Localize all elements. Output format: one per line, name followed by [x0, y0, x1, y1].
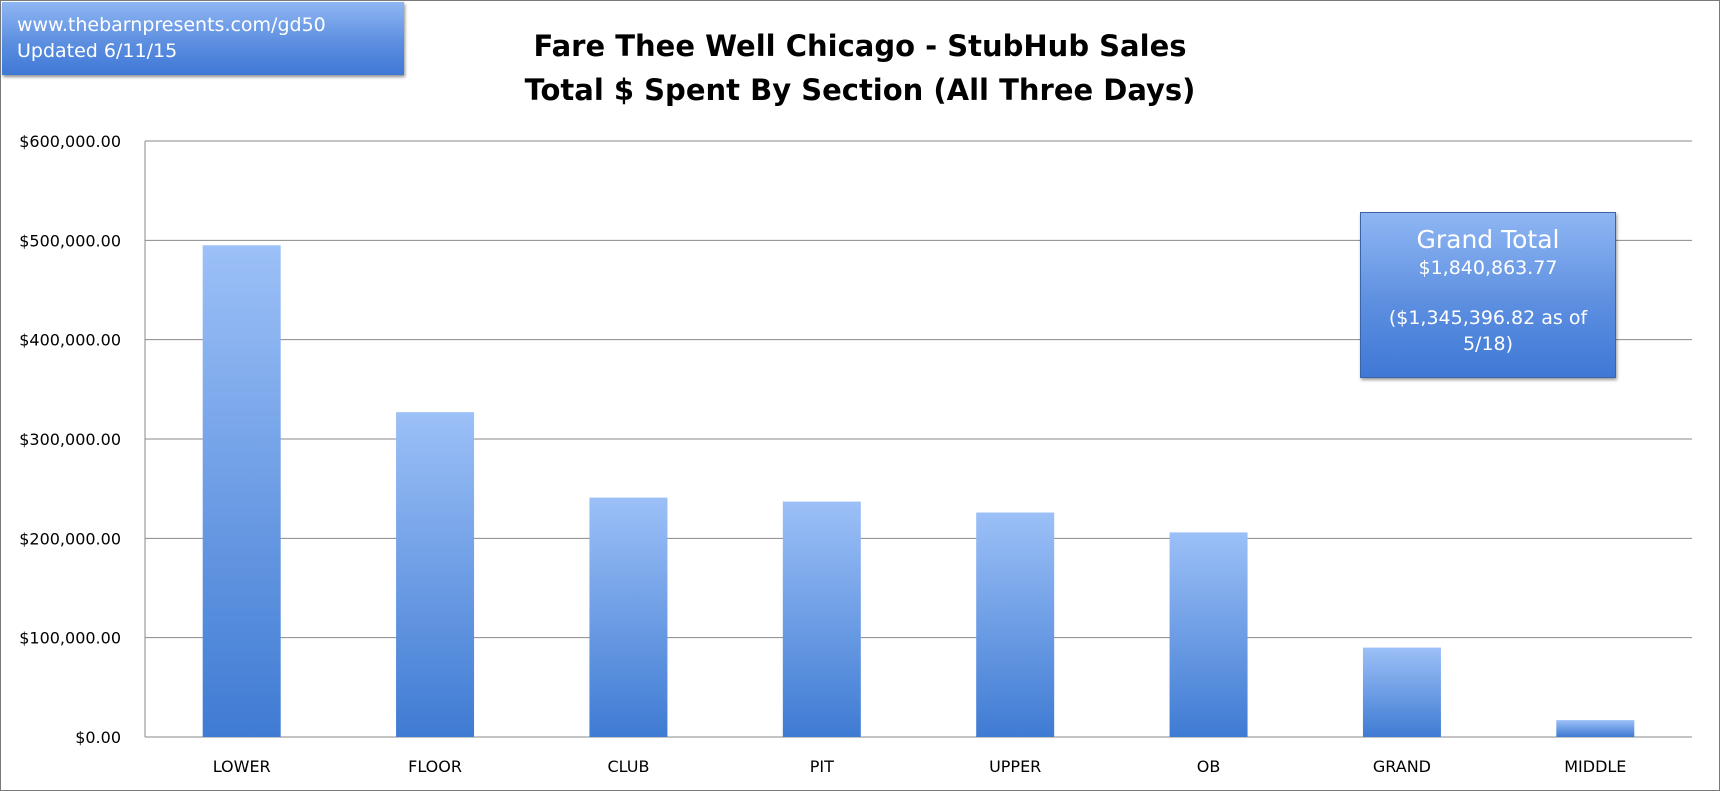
y-tick-label: $600,000.00 — [19, 132, 121, 151]
y-tick-label: $400,000.00 — [19, 331, 121, 350]
y-tick-label: $500,000.00 — [19, 231, 121, 250]
y-tick-label: $100,000.00 — [19, 629, 121, 648]
updated-date: Updated 6/11/15 — [17, 40, 178, 62]
y-tick-label: $200,000.00 — [19, 529, 121, 548]
x-category-label: UPPER — [989, 757, 1041, 776]
bar-floor — [396, 412, 475, 737]
bar-club — [589, 497, 668, 737]
y-axis-tick-labels: $0.00 $100,000.00 $200,000.00 $300,000.00 $4… — [19, 132, 121, 747]
grand-total-callout: Grand Total $1,840,863.77 ($1,345,396.82… — [1360, 212, 1616, 378]
source-badge: www.thebarnpresents.com/gd50 Updated 6/1… — [2, 2, 404, 75]
bar-ob — [1169, 532, 1248, 737]
x-category-label: LOWER — [213, 757, 271, 776]
x-category-label: CLUB — [607, 757, 649, 776]
bar-lower — [202, 245, 281, 738]
bar-grand — [1362, 647, 1441, 737]
x-category-label: FLOOR — [408, 757, 462, 776]
x-axis-category-labels: LOWER FLOOR CLUB PIT UPPER OB GRAND MIDDLE — [213, 757, 1627, 776]
bar-pit — [782, 501, 861, 737]
y-tick-label: $0.00 — [75, 728, 121, 747]
bars — [202, 245, 1635, 738]
chart-title-block: Fare Thee Well Chicago - StubHub Sales T… — [460, 24, 1260, 112]
grand-total-value: $1,840,863.77 — [1418, 257, 1558, 279]
grand-total-note: ($1,345,396.82 as of 5/18) — [1388, 307, 1588, 355]
chart-subtitle: Total $ Spent By Section (All Three Days… — [524, 73, 1196, 107]
x-category-label: GRAND — [1373, 757, 1431, 776]
source-url: www.thebarnpresents.com/gd50 — [17, 14, 326, 36]
bar-middle — [1556, 720, 1635, 737]
y-tick-label: $300,000.00 — [19, 430, 121, 449]
grand-total-title: Grand Total — [1416, 225, 1560, 254]
x-category-label: OB — [1197, 757, 1221, 776]
x-category-label: MIDDLE — [1564, 757, 1626, 776]
chart-title: Fare Thee Well Chicago - StubHub Sales — [533, 29, 1187, 63]
bar-upper — [976, 512, 1055, 737]
x-category-label: PIT — [810, 757, 834, 776]
